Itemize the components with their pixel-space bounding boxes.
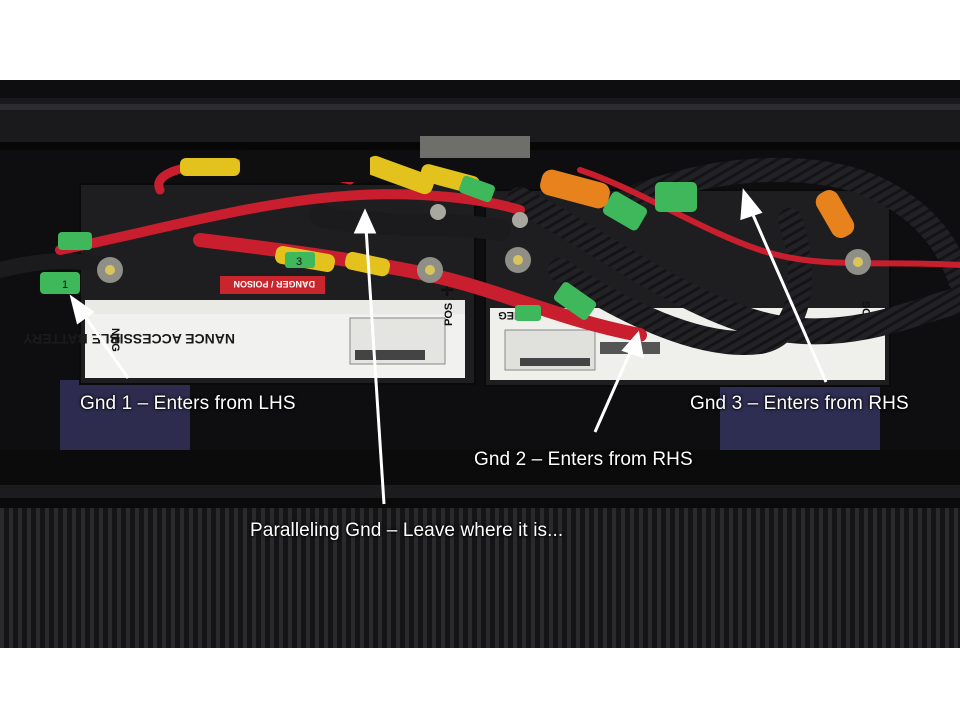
gnd1-arrow [80,311,130,379]
floor-patch [60,380,190,460]
annotation-arrows [69,188,828,505]
battery-photo: NANCE ACCESSIBLE BATTERY NEG DANGER / PO… [0,80,960,648]
danger-label: DANGER / POISON [233,279,315,289]
gnd2-arrow [593,347,634,433]
gnd1-annotation: Gnd 1 – Enters from LHS [80,393,296,414]
gnd1-arrowhead [69,294,95,325]
gnd3-annotation: Gnd 3 – Enters from RHS [690,393,909,414]
terminals [97,136,871,283]
battery-title-text: NANCE ACCESSIBLE BATTERY [23,331,235,347]
paralleling-arrow [364,227,386,505]
tag-3-text: 3 [296,256,302,268]
gnd3-arrow [748,207,828,383]
paralleling-arrowhead [353,208,377,234]
heat-sink [0,498,960,648]
tag-3 [285,252,315,268]
orange-lugs [540,169,855,238]
battery-compartment-drawing: NANCE ACCESSIBLE BATTERY NEG DANGER / PO… [0,80,960,648]
floor-patch [720,385,880,455]
gnd1-tag-text: 1 [62,279,68,291]
paralleling-gnd-annotation: Paralleling Gnd – Leave where it is... [250,520,564,541]
gnd3-arrowhead [740,188,763,221]
gnd1-tag [40,272,80,294]
gnd2-annotation: Gnd 2 – Enters from RHS [474,449,693,470]
pos-label: POS [443,303,455,326]
connector-block [240,150,370,182]
green-tags: 1 3 [40,175,697,321]
black-cables [0,157,960,355]
neg-label: NEG [109,328,121,352]
gnd2-arrowhead [621,330,644,359]
